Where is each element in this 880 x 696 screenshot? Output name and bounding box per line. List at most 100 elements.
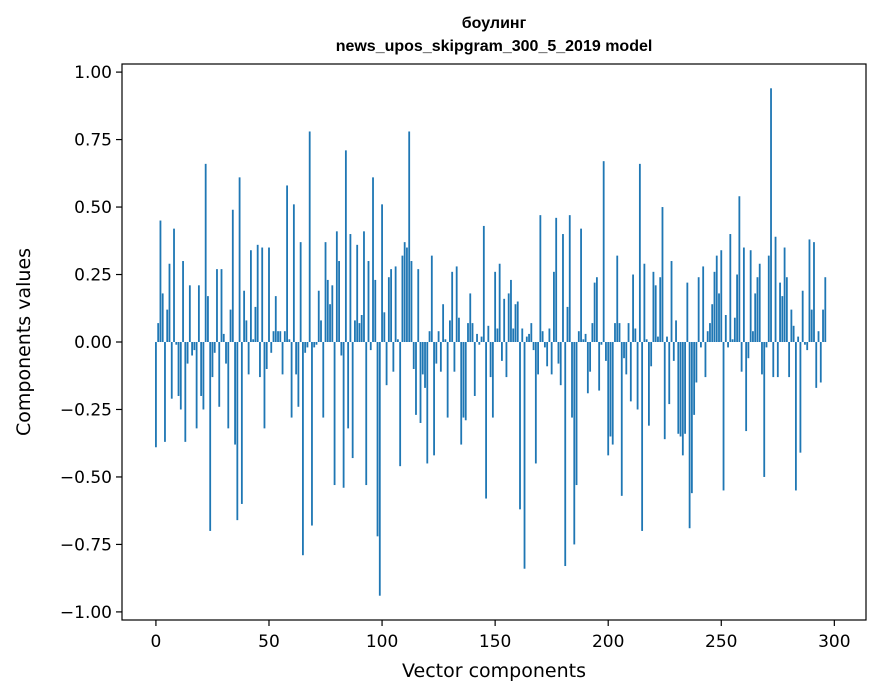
bar-72: [317, 290, 320, 342]
bar-77: [329, 304, 331, 342]
bar-187: [577, 331, 580, 342]
x-tick-label: 200: [592, 632, 624, 652]
bar-129: [446, 342, 449, 418]
bar-183: [568, 215, 571, 342]
bar-1: [157, 323, 160, 342]
bar-272: [770, 88, 772, 342]
bar-104: [390, 269, 393, 342]
bar-168: [534, 342, 537, 464]
bar-273: [772, 342, 775, 378]
bar-173: [546, 342, 549, 367]
bar-156: [507, 293, 510, 342]
bar-98: [376, 342, 379, 537]
bar-259: [740, 342, 743, 372]
bar-245: [709, 323, 711, 342]
bar-88: [354, 320, 356, 342]
bar-203: [614, 323, 616, 342]
bar-182: [566, 306, 569, 342]
bar-48: [263, 342, 266, 429]
bar-195: [595, 277, 598, 342]
bar-227: [668, 342, 671, 405]
bar-266: [756, 277, 759, 342]
bar-277: [781, 296, 784, 342]
bar-211: [632, 274, 634, 342]
bar-23: [207, 296, 209, 342]
bar-235: [686, 282, 689, 342]
bar-249: [718, 293, 720, 342]
bar-86: [349, 234, 352, 342]
bar-38: [240, 342, 243, 504]
bar-8: [173, 228, 175, 342]
bar-137: [464, 342, 467, 421]
bar-30: [222, 333, 225, 342]
bar-7: [170, 342, 173, 399]
bar-102: [385, 342, 388, 386]
bar-243: [704, 342, 707, 378]
bar-96: [372, 177, 374, 342]
bar-46: [259, 342, 261, 378]
bar-125: [437, 331, 440, 342]
bar-172: [543, 342, 546, 348]
bar-250: [720, 250, 723, 342]
bar-99: [378, 342, 381, 596]
bar-274: [774, 236, 777, 342]
bar-124: [435, 342, 438, 364]
bar-296: [824, 277, 827, 342]
bar-36: [236, 342, 239, 521]
bar-127: [442, 304, 445, 342]
bar-134: [458, 317, 460, 342]
bar-287: [804, 342, 806, 345]
bar-79: [333, 342, 336, 486]
bar-118: [421, 342, 424, 375]
bar-152: [498, 263, 501, 342]
bar-271: [767, 255, 770, 342]
bar-116: [417, 269, 420, 342]
bar-45: [256, 244, 259, 342]
x-tick-label: 0: [151, 632, 162, 652]
bar-126: [439, 342, 442, 372]
bar-95: [369, 342, 372, 351]
bars-group: [155, 88, 827, 596]
bar-146: [485, 342, 487, 499]
bar-215: [641, 342, 644, 531]
bar-113: [410, 261, 413, 342]
bar-170: [539, 215, 542, 342]
bar-205: [618, 323, 621, 342]
bar-47: [261, 247, 264, 342]
y-tick-label: 1.00: [74, 63, 112, 83]
x-axis: 0 50 100 150 200 250 300: [151, 620, 851, 652]
bar-198: [602, 161, 605, 342]
y-tick-label: 0.00: [74, 333, 112, 353]
bar-202: [611, 342, 614, 445]
bar-237: [690, 342, 693, 494]
bar-163: [523, 342, 526, 569]
bar-210: [629, 342, 632, 402]
bar-280: [788, 342, 791, 378]
bar-84: [344, 150, 347, 342]
bar-14: [186, 342, 189, 364]
bar-293: [817, 331, 820, 342]
bar-150: [494, 271, 497, 342]
bar-130: [449, 320, 451, 342]
bar-212: [634, 328, 637, 342]
x-tick-label: 300: [818, 632, 850, 652]
bar-143: [478, 342, 481, 345]
bar-158: [512, 328, 515, 342]
bar-281: [790, 309, 793, 342]
bar-22: [204, 163, 207, 342]
bar-177: [555, 217, 558, 342]
bar-93: [365, 342, 368, 486]
bar-75: [324, 242, 327, 342]
bar-213: [636, 342, 639, 410]
bar-225: [663, 342, 666, 440]
bar-37: [238, 177, 241, 342]
bar-83: [342, 342, 345, 488]
y-tick-label: −0.25: [60, 400, 112, 420]
bar-218: [648, 342, 650, 426]
bar-49: [265, 342, 268, 369]
bar-15: [188, 285, 191, 342]
bar-228: [670, 261, 673, 342]
bar-265: [754, 293, 757, 342]
bar-57: [283, 331, 286, 342]
bar-295: [822, 309, 824, 342]
